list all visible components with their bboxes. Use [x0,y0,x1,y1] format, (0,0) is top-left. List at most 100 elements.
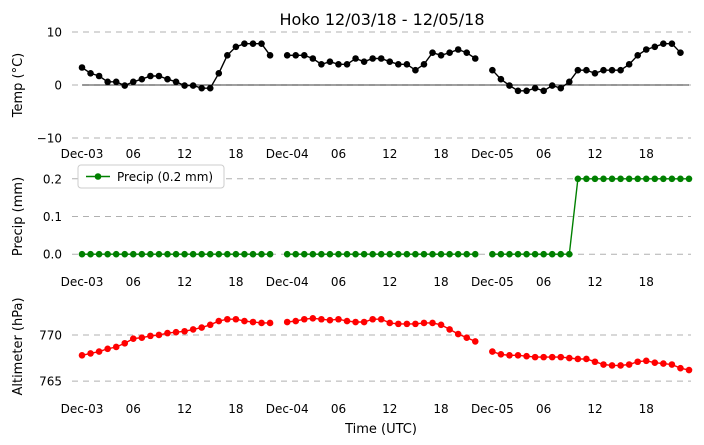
precipitation-point [309,250,317,258]
altimeter-point [386,319,394,327]
chart-title: Hoko 12/03/18 - 12/05/18 [279,10,484,29]
precipitation-point [300,250,308,258]
temperature-point [412,66,419,74]
temperature-point [660,40,667,47]
precipitation-point [566,250,573,258]
temperature-point [497,75,505,83]
precipitation-point [660,175,667,183]
precipitation-point [446,250,453,258]
altimeter-point [369,315,376,323]
temperature-point [241,40,248,47]
x-tick-label: Dec-03 [61,147,104,161]
y-tick-label: 0.2 [43,172,62,186]
legend-marker [94,173,102,180]
temperature-point [138,75,146,83]
precipitation-point [540,250,547,258]
x-tick-label: Dec-04 [266,147,309,161]
precipitation-point [164,250,171,258]
temperature-point [429,49,436,56]
y-tick-label: 10 [47,26,62,40]
altimeter-point [232,315,240,323]
altimeter-point [651,359,659,366]
precipitation-point [241,250,248,258]
y-tick-label: 765 [39,375,62,389]
temperature-point [403,61,411,68]
precipitation-point [360,250,368,258]
temperature-point [634,52,642,59]
y-axis-label: Altimeter (hPa) [11,297,26,395]
precipitation-point [95,250,103,258]
temperature-point [454,46,462,53]
altimeter-point [283,318,291,326]
temperature-point [642,46,650,53]
precipitation-point [87,250,94,258]
temperature-point [206,84,214,92]
x-tick-label: 18 [639,275,654,289]
altimeter-point [121,339,129,347]
altimeter-panel: 765 770 Dec-03 06 12 18 Dec-04 06 12 18 Dec-05 06 12… [11,297,693,416]
altimeter-point [591,358,599,366]
precipitation-point [531,250,539,258]
altimeter-point [241,317,248,325]
precipitation-point [283,250,291,258]
temperature-point [377,55,385,62]
x-tick-label: 06 [126,147,141,161]
altimeter-point [523,352,530,360]
x-tick-label: 18 [228,275,243,289]
temperature-point [437,52,445,59]
temperature-point [583,66,590,74]
temperature-point [309,55,317,62]
altimeter-point [514,351,522,359]
altimeter-point [548,353,556,361]
precipitation-point [352,250,359,258]
altimeter-point [574,355,582,363]
temperature-point [300,52,308,59]
temperature-point [121,82,129,89]
y-tick-label: −10 [37,132,62,146]
x-tick-label: 06 [331,275,346,289]
temperature-point [395,61,402,68]
temperature-point [600,66,607,74]
altimeter-point [326,316,334,324]
temperature-point [369,55,376,62]
precipitation-point [266,250,274,258]
x-tick-label: Dec-04 [266,402,309,416]
y-axis-label: Precip (mm) [11,177,26,256]
altimeter-point [489,348,496,355]
temperature-point [608,66,616,74]
temperature-point [548,82,556,89]
altimeter-point [471,338,479,345]
temperature-point [566,78,573,86]
temperature-point [531,84,539,92]
precipitation-point [600,175,607,183]
x-tick-label: 06 [331,147,346,161]
precipitation-point [232,250,240,258]
x-tick-label: 12 [177,275,192,289]
temperature-point [164,75,171,83]
temperature-point [514,87,522,95]
temperature-point [360,58,368,65]
temperature-point [540,87,547,95]
altimeter-point [155,331,163,339]
x-tick-label: 18 [228,402,243,416]
altimeter-point [420,319,428,327]
altimeter-point [95,348,103,355]
legend-box [77,164,225,189]
precipitation-point [506,250,513,258]
x-tick-label: 06 [536,402,551,416]
altimeter-point [403,320,411,328]
precipitation-point [497,250,505,258]
altimeter-point [309,315,317,322]
x-tick-label: 18 [433,275,448,289]
precipitation-point [403,250,411,258]
precipitation-point [343,250,351,258]
precipitation-point [112,250,120,258]
temperature-point [326,58,334,65]
x-tick-label: Dec-05 [471,275,514,289]
altimeter-point [412,320,419,328]
precipitation-point [429,250,436,258]
x-tick-label: 06 [536,275,551,289]
temperature-point [292,52,300,59]
y-tick-label: 0.1 [43,210,62,224]
